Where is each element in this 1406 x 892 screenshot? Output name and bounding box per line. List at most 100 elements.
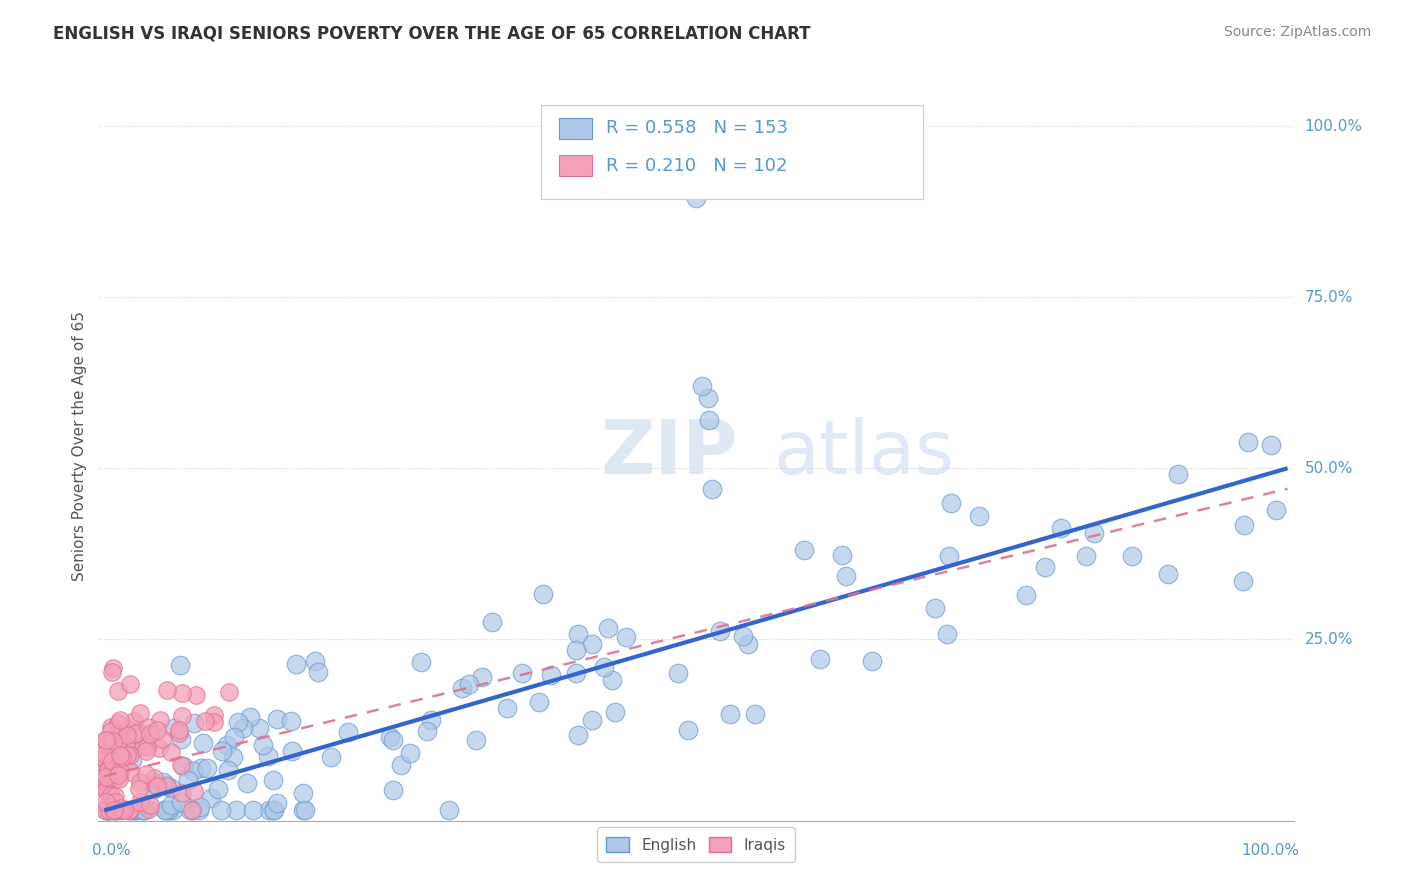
Point (110, 801, 132, 815)
FancyBboxPatch shape (558, 118, 592, 139)
Point (105, 739, 128, 753)
Point (202, 715, 225, 730)
Point (204, 708, 226, 723)
Point (101, 661, 124, 675)
Point (1050, 520, 1073, 534)
Point (108, 764, 131, 778)
Text: 75.0%: 75.0% (1305, 290, 1353, 305)
Point (218, 685, 240, 699)
Point (156, 683, 179, 698)
Point (124, 803, 146, 817)
Point (409, 655, 432, 669)
Point (142, 771, 165, 785)
Point (232, 721, 254, 735)
Point (676, 723, 699, 737)
Point (103, 734, 125, 748)
Point (1264, 503, 1286, 517)
Point (170, 786, 193, 800)
Point (226, 714, 249, 729)
Point (138, 802, 160, 816)
Text: 50.0%: 50.0% (1305, 461, 1353, 475)
Point (112, 803, 135, 817)
Point (936, 627, 959, 641)
Point (531, 587, 554, 601)
Point (96, 803, 118, 817)
Point (565, 642, 588, 657)
Point (239, 709, 262, 723)
Point (104, 789, 127, 803)
Point (257, 803, 280, 817)
Point (380, 730, 402, 744)
Point (129, 795, 152, 809)
Point (98, 803, 121, 817)
Point (155, 778, 177, 792)
Point (104, 803, 127, 817)
Point (211, 743, 233, 757)
Point (614, 630, 637, 644)
Point (97, 737, 120, 751)
Point (96, 737, 118, 751)
Point (304, 654, 326, 668)
Point (120, 677, 142, 691)
Point (224, 731, 246, 745)
Point (458, 677, 481, 691)
Text: atlas: atlas (773, 417, 955, 490)
Point (97, 763, 120, 777)
Point (170, 732, 193, 747)
Point (97, 771, 120, 785)
Point (294, 803, 316, 817)
Point (97, 770, 120, 784)
Point (115, 728, 138, 742)
Text: 25.0%: 25.0% (1305, 632, 1353, 647)
Point (124, 727, 146, 741)
Point (718, 706, 741, 721)
Point (110, 803, 132, 817)
Point (101, 761, 124, 775)
Point (98, 770, 121, 784)
Point (101, 803, 124, 817)
Point (97, 803, 120, 817)
Point (98, 767, 121, 781)
Point (100, 720, 122, 734)
Point (183, 784, 205, 798)
Point (153, 803, 176, 817)
Point (793, 543, 815, 558)
Point (96, 780, 118, 795)
Point (540, 668, 562, 682)
Point (266, 712, 288, 726)
FancyBboxPatch shape (558, 155, 592, 177)
Point (242, 803, 264, 817)
Point (134, 739, 156, 753)
Point (135, 740, 157, 755)
Point (1167, 467, 1189, 481)
Point (101, 754, 124, 768)
Point (685, 190, 707, 204)
Point (167, 723, 190, 738)
Point (292, 786, 315, 800)
Point (104, 796, 127, 810)
Point (169, 658, 191, 673)
Point (808, 652, 831, 666)
Point (94, 758, 117, 772)
Point (170, 795, 193, 809)
Point (1074, 549, 1097, 563)
Point (128, 706, 150, 721)
Point (291, 803, 314, 817)
Point (567, 626, 589, 640)
Point (967, 508, 990, 523)
Point (107, 684, 129, 698)
Point (1121, 549, 1143, 564)
Point (97, 764, 120, 778)
Point (121, 753, 143, 767)
Point (195, 761, 218, 775)
Point (105, 803, 128, 817)
Point (1233, 517, 1256, 532)
Point (94, 795, 117, 809)
Point (217, 763, 239, 777)
Point (451, 681, 474, 695)
Point (125, 726, 148, 740)
Text: Source: ZipAtlas.com: Source: ZipAtlas.com (1223, 25, 1371, 39)
Point (389, 757, 412, 772)
Point (101, 803, 124, 817)
Point (1157, 566, 1180, 581)
